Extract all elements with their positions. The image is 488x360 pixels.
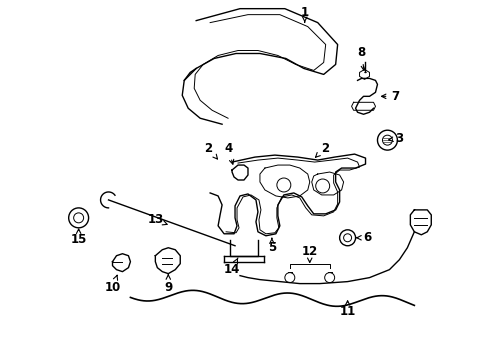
Text: 2: 2 — [203, 141, 217, 159]
Text: 1: 1 — [300, 6, 308, 22]
Text: 14: 14 — [224, 258, 240, 276]
Text: 4: 4 — [224, 141, 233, 164]
Text: 15: 15 — [70, 229, 87, 246]
Text: 11: 11 — [339, 301, 355, 318]
Text: 3: 3 — [388, 132, 403, 145]
Text: 6: 6 — [356, 231, 371, 244]
Text: 5: 5 — [267, 238, 275, 254]
Text: 10: 10 — [104, 275, 121, 294]
Text: 9: 9 — [164, 275, 172, 294]
Text: 13: 13 — [147, 213, 167, 226]
Text: 8: 8 — [357, 46, 365, 71]
Text: 12: 12 — [301, 245, 317, 262]
Text: 7: 7 — [381, 90, 399, 103]
Text: 2: 2 — [315, 141, 328, 157]
